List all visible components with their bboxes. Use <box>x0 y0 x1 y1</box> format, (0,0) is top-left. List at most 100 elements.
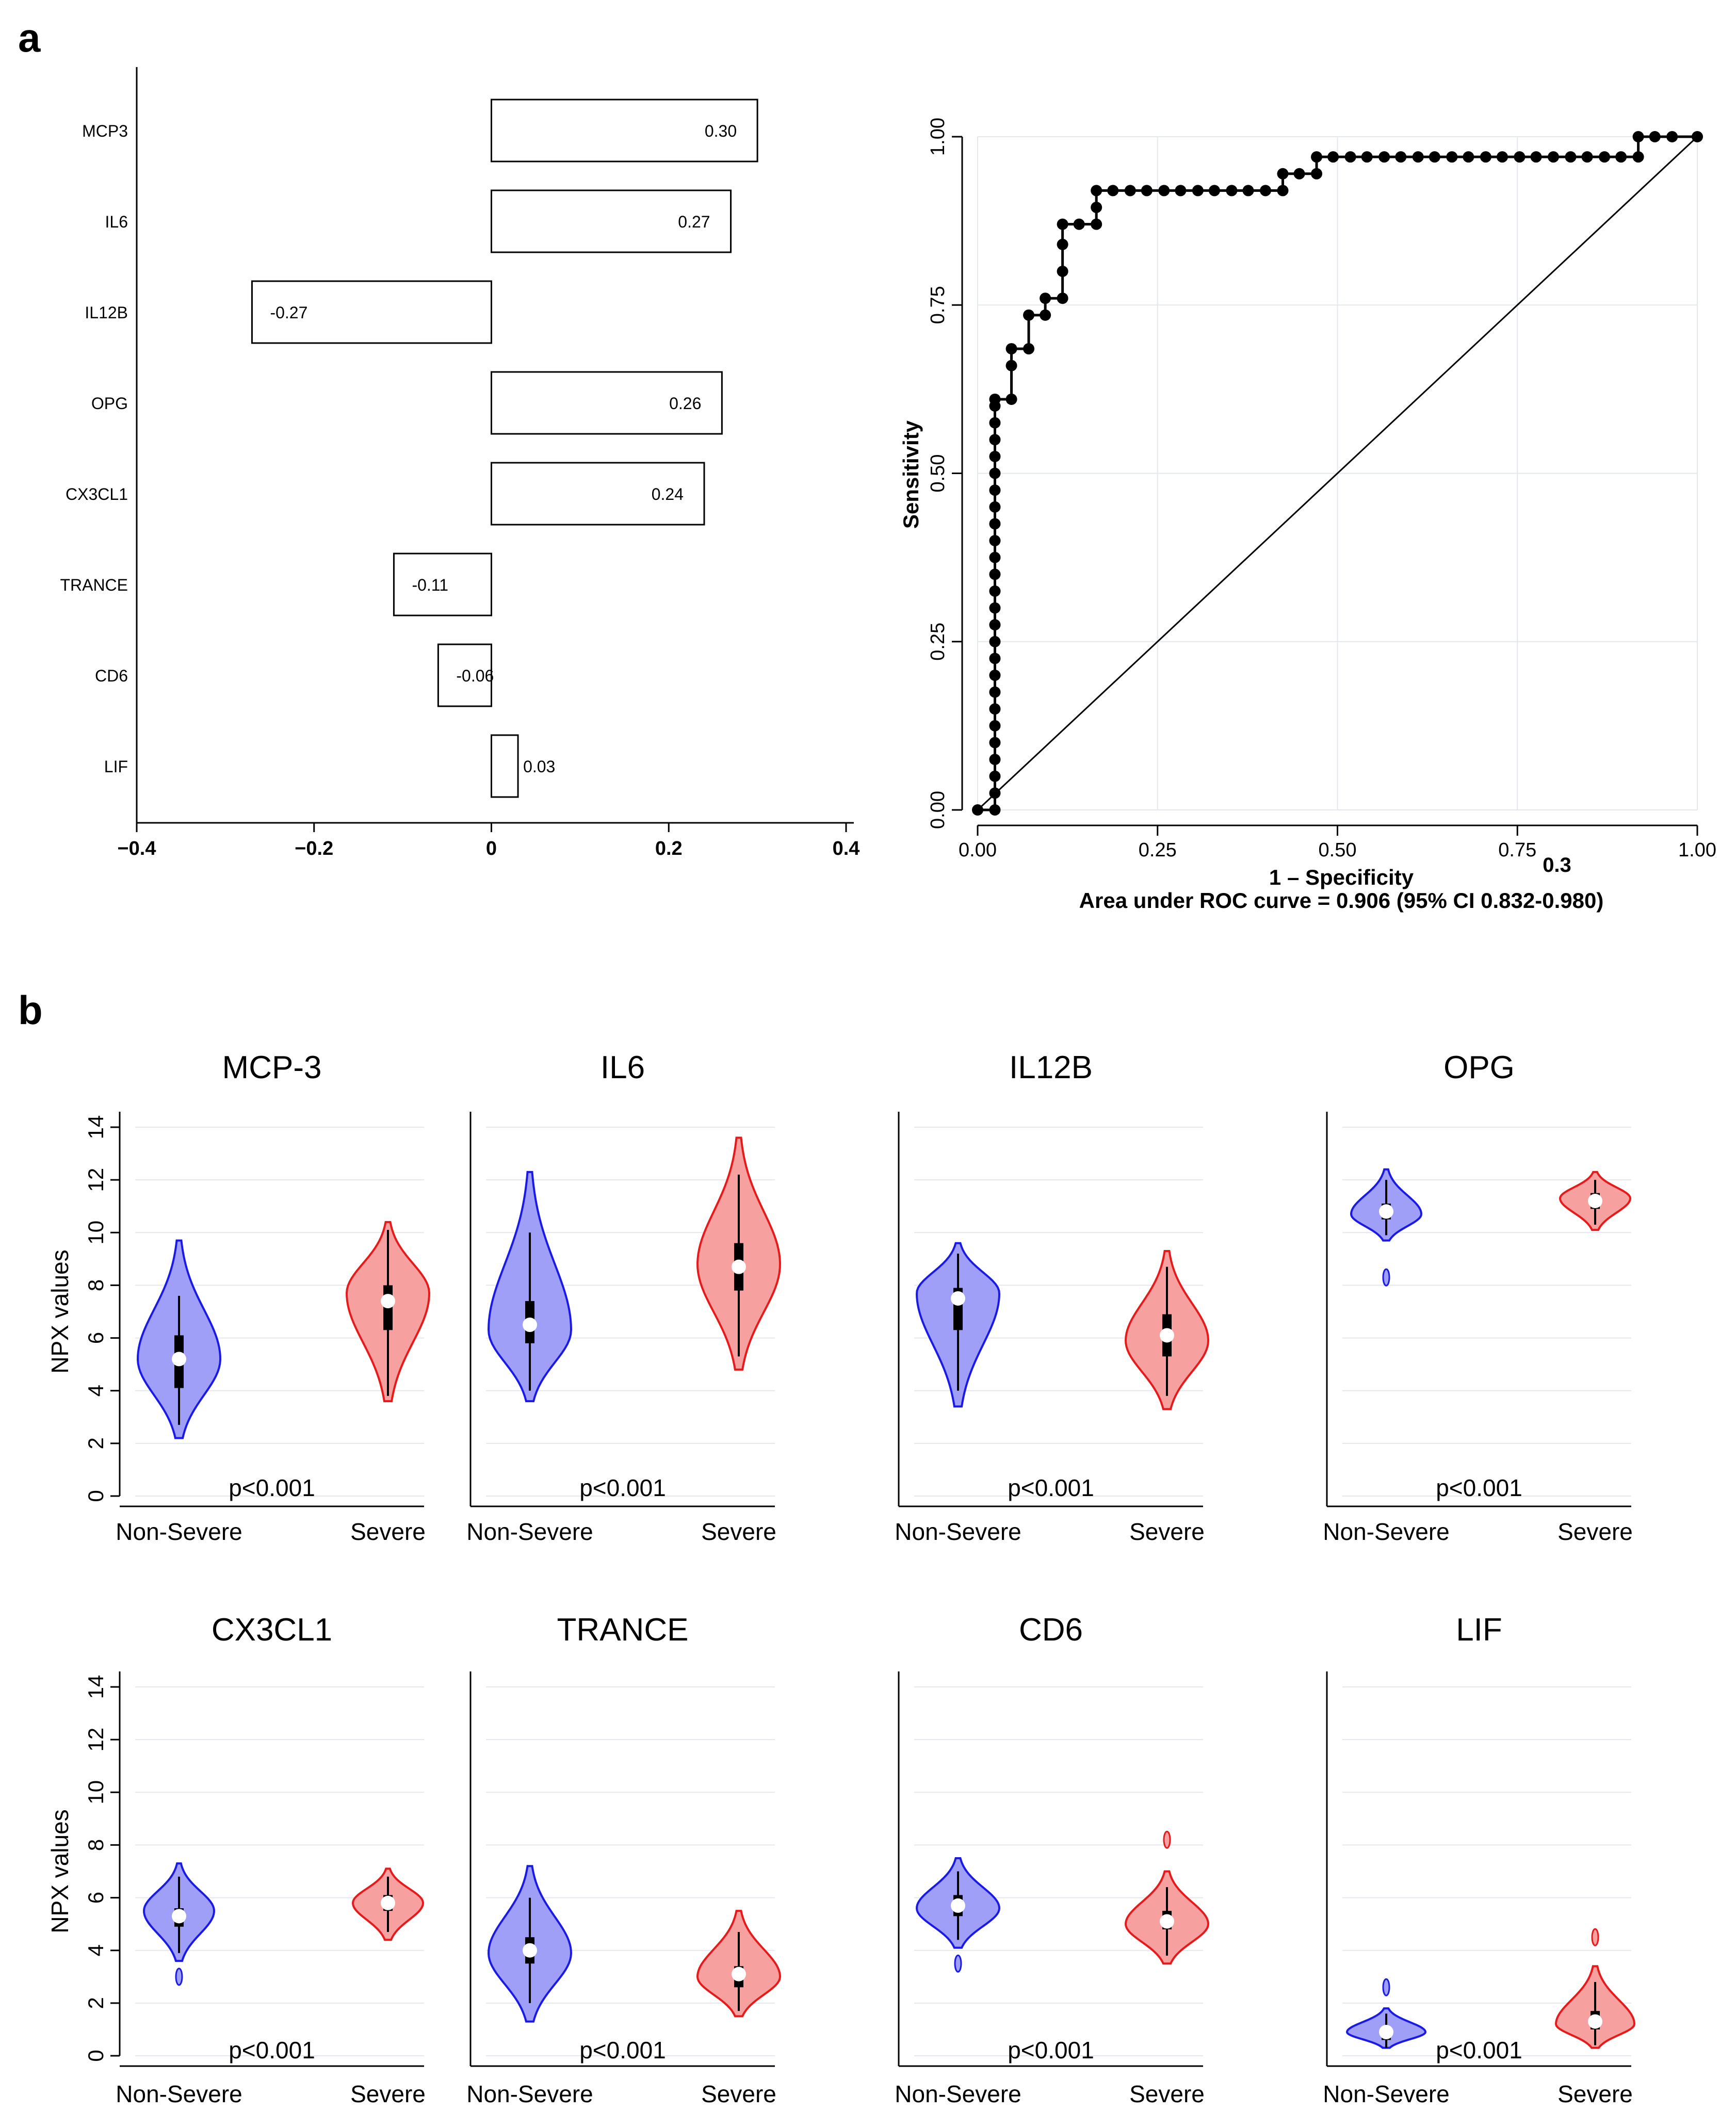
violin-panel-il6: IL6 p<0.001 Non-Severe Severe <box>466 1050 781 1545</box>
violin-panel-title: LIF <box>1456 1612 1502 1648</box>
bar-x-tick-label: −0.2 <box>295 838 333 859</box>
roc-point <box>1158 185 1170 197</box>
violin-y-tick-label: 4 <box>84 1944 108 1956</box>
violin-panel-title: IL12B <box>1009 1050 1093 1085</box>
roc-point <box>1277 185 1289 197</box>
roc-point <box>1175 185 1187 197</box>
violin-median-dot <box>951 1898 965 1913</box>
roc-point <box>1293 168 1305 180</box>
roc-point <box>1005 343 1017 355</box>
violin-p-value: p<0.001 <box>579 1474 666 1501</box>
violin-panel-title: IL6 <box>601 1050 645 1085</box>
roc-point <box>989 754 1001 766</box>
violin-group-label: Severe <box>701 1518 776 1545</box>
violin-panel-title: OPG <box>1443 1050 1515 1085</box>
roc-point <box>1649 131 1661 142</box>
roc-point <box>1378 151 1390 163</box>
bar-value-label: 0.03 <box>523 757 555 776</box>
violin-median-dot <box>951 1291 965 1306</box>
roc-point <box>989 393 1001 405</box>
roc-point <box>989 670 1001 681</box>
violin-panel-title: TRANCE <box>557 1612 689 1648</box>
bar-cx3cl1 <box>491 462 705 526</box>
bar-value-label: -0.11 <box>412 576 448 594</box>
roc-point <box>1496 151 1508 163</box>
roc-point <box>1548 151 1559 163</box>
bar-value-label: 0.27 <box>678 213 710 231</box>
violin-group-label: Non-Severe <box>116 2081 242 2107</box>
violin-group-label: Severe <box>350 2081 426 2107</box>
roc-x-tick-label: 0.00 <box>959 839 997 861</box>
roc-x-tick-label: 1.00 <box>1678 839 1716 861</box>
roc-point <box>989 417 1001 429</box>
roc-point <box>1395 151 1407 163</box>
violin-outlier <box>1163 1830 1171 1849</box>
roc-point <box>1091 185 1102 197</box>
bar-il6 <box>491 189 732 253</box>
roc-point <box>1480 151 1491 163</box>
roc-point <box>1514 151 1526 163</box>
bar-mcp3 <box>491 99 758 163</box>
bar-value-label: 0.26 <box>669 394 701 413</box>
roc-y-tick-label: 0.50 <box>927 454 949 493</box>
bar-trance <box>393 553 492 616</box>
violin-group-label: Severe <box>1129 2081 1205 2107</box>
bar-cd6 <box>437 643 492 707</box>
roc-point <box>1040 293 1051 304</box>
violin-y-tick-label: 8 <box>84 1279 108 1291</box>
bar-value-label: -0.27 <box>270 303 307 322</box>
roc-y-tick-label: 0.00 <box>927 791 949 829</box>
violin-group-label: Non-Severe <box>895 2081 1021 2107</box>
violin-p-value: p<0.001 <box>579 2037 666 2064</box>
panel-label-b: b <box>18 987 43 1033</box>
violin-group-label: Severe <box>1129 1518 1205 1545</box>
roc-point <box>1091 218 1102 230</box>
violin-group-label: Non-Severe <box>116 1518 242 1545</box>
roc-point <box>989 501 1001 513</box>
roc-point <box>989 720 1001 732</box>
roc-point <box>1057 218 1068 230</box>
roc-point <box>1361 151 1373 163</box>
roc-point <box>1632 151 1644 163</box>
roc-point <box>1412 151 1424 163</box>
roc-point <box>1057 293 1068 304</box>
violin-median-dot <box>172 1352 186 1367</box>
roc-curve-chart: 0.3 1 – Specificity Area under ROC curve… <box>899 118 1716 913</box>
violin-p-value: p<0.001 <box>1436 1474 1522 1501</box>
violin-panel-lif: LIF p<0.001 Non-Severe Severe <box>1323 1612 1636 2107</box>
roc-point <box>1023 309 1035 321</box>
roc-x-tick-label: 0.25 <box>1139 839 1177 861</box>
roc-point <box>989 535 1001 546</box>
violin-median-dot <box>381 1895 395 1910</box>
violin-median-dot <box>381 1294 395 1309</box>
roc-point <box>1242 185 1254 197</box>
violin-panel-cd6: CD6 p<0.001 Non-Severe Severe <box>895 1612 1209 2107</box>
violin-median-dot <box>1379 1204 1393 1219</box>
roc-point <box>1530 151 1542 163</box>
violin-group-label: Non-Severe <box>895 1518 1021 1545</box>
roc-point <box>989 551 1001 563</box>
roc-point <box>1429 151 1440 163</box>
bar-category-label: CX3CL1 <box>66 485 128 503</box>
violin-p-value: p<0.001 <box>229 2037 315 2064</box>
violin-y-tick-label: 2 <box>84 1997 108 2009</box>
violin-outlier <box>1382 1978 1390 1996</box>
roc-y-axis-title: Sensitivity <box>899 420 923 529</box>
bar-category-label: IL6 <box>105 213 128 231</box>
roc-stray-label: 0.3 <box>1543 854 1571 876</box>
violin-y-axis-title: NPX values <box>46 1809 73 1933</box>
roc-point <box>989 619 1001 631</box>
violin-panel-title: CD6 <box>1019 1612 1083 1648</box>
violin-outlier <box>1382 1268 1390 1287</box>
bar-category-label: IL12B <box>85 303 128 322</box>
roc-point <box>1311 168 1323 180</box>
roc-point <box>989 804 1001 816</box>
violin-panel-trance: TRANCE p<0.001 Non-Severe Severe <box>466 1612 782 2107</box>
roc-point <box>1599 151 1611 163</box>
roc-point <box>1565 151 1577 163</box>
roc-point <box>989 450 1001 462</box>
violin-y-axis-title: NPX values <box>46 1249 73 1373</box>
violin-group-label: Severe <box>1557 2081 1633 2107</box>
violin-median-dot <box>1379 2025 1393 2040</box>
roc-point <box>1463 151 1474 163</box>
